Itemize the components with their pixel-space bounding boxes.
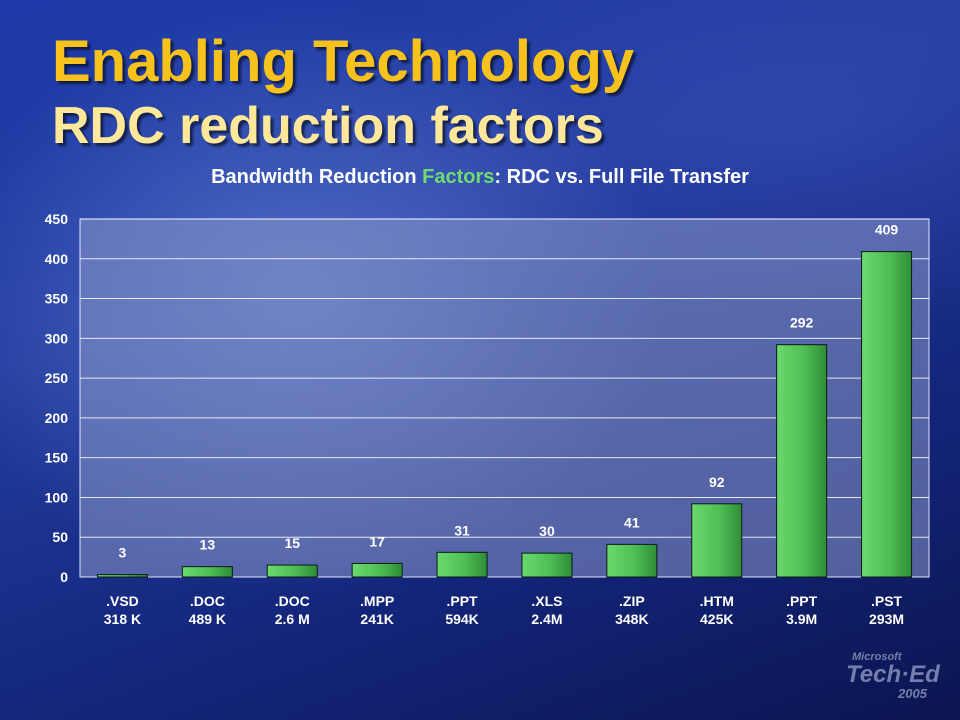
logo-brand: Microsoft bbox=[852, 651, 902, 663]
x-tick-label: .PST bbox=[871, 593, 903, 609]
chart-title-part2: : RDC vs. Full File Transfer bbox=[494, 166, 749, 188]
x-tick-label-size: 3.9M bbox=[786, 611, 817, 627]
x-tick-label-size: 241K bbox=[360, 611, 393, 627]
bar-value-label: 13 bbox=[200, 537, 216, 553]
chart-title: Bandwidth Reduction Factors: RDC vs. Ful… bbox=[0, 166, 960, 189]
x-tick-label: .HTM bbox=[700, 593, 734, 609]
x-tick-label: .DOC bbox=[190, 593, 225, 609]
slide-subtitle: RDC reduction factors bbox=[52, 97, 604, 155]
logo-event: Tech·Ed bbox=[846, 661, 940, 688]
x-tick-label-size: 425K bbox=[700, 611, 733, 627]
chart-title-part1: Bandwidth Reduction bbox=[211, 166, 423, 188]
x-tick-label: .XLS bbox=[531, 593, 562, 609]
bar bbox=[691, 503, 743, 578]
bar bbox=[96, 574, 148, 578]
y-tick-label: 0 bbox=[60, 569, 68, 585]
bar-value-label: 3 bbox=[119, 545, 127, 561]
bar bbox=[606, 543, 658, 578]
x-tick-label: .ZIP bbox=[619, 593, 645, 609]
x-tick-label-size: 293M bbox=[869, 611, 904, 627]
bar bbox=[776, 344, 828, 578]
x-tick-label-size: 318 K bbox=[104, 611, 141, 627]
y-tick-label: 400 bbox=[45, 251, 69, 267]
bar-value-label: 409 bbox=[875, 222, 899, 238]
bar-value-label: 31 bbox=[454, 522, 470, 538]
bar bbox=[181, 566, 233, 578]
logo-year: 2005 bbox=[898, 686, 927, 701]
bar bbox=[351, 562, 403, 578]
bar bbox=[266, 564, 318, 578]
x-axis: .VSD 318 K .DOC 489 K .DOC 2.6 M .MPP 241K .PPT 5… bbox=[104, 593, 904, 627]
x-tick-label: .MPP bbox=[360, 593, 394, 609]
bar-value-label: 30 bbox=[539, 523, 555, 539]
bar-value-label: 292 bbox=[790, 315, 814, 331]
bar bbox=[436, 551, 488, 578]
bar-value-label: 15 bbox=[284, 535, 300, 551]
slide-title: Enabling Technology bbox=[52, 29, 635, 94]
bar-value-label: 92 bbox=[709, 474, 725, 490]
x-tick-label: .DOC bbox=[275, 593, 310, 609]
y-tick-label: 300 bbox=[45, 330, 69, 346]
y-tick-label: 50 bbox=[52, 529, 68, 545]
y-tick-label: 250 bbox=[45, 370, 69, 386]
x-tick-label-size: 489 K bbox=[189, 611, 226, 627]
y-tick-label: 350 bbox=[45, 291, 69, 307]
bar-value-label: 41 bbox=[624, 514, 640, 530]
y-tick-label: 100 bbox=[45, 489, 69, 505]
y-tick-label: 150 bbox=[45, 450, 69, 466]
x-tick-label-size: 2.4M bbox=[531, 611, 562, 627]
x-tick-label: .PPT bbox=[786, 593, 818, 609]
bars: 3 13 15 17 31 30 41 92 292 409 bbox=[96, 222, 913, 578]
y-tick-label: 450 bbox=[45, 211, 69, 227]
x-tick-label: .PPT bbox=[446, 593, 478, 609]
bar bbox=[521, 552, 573, 578]
x-tick-label-size: 348K bbox=[615, 611, 648, 627]
bar-value-label: 17 bbox=[369, 533, 385, 549]
chart-title-accent: Factors bbox=[422, 166, 495, 188]
bar bbox=[861, 251, 913, 578]
y-tick-label: 200 bbox=[45, 410, 69, 426]
x-tick-label-size: 594K bbox=[445, 611, 478, 627]
x-tick-label: .VSD bbox=[106, 593, 139, 609]
tech-ed-logo: Microsoft Tech·Ed 2005 bbox=[846, 651, 940, 701]
y-axis: 0 50 100 150 200 250 300 350 400 450 bbox=[45, 211, 69, 585]
x-tick-label-size: 2.6 M bbox=[275, 611, 310, 627]
